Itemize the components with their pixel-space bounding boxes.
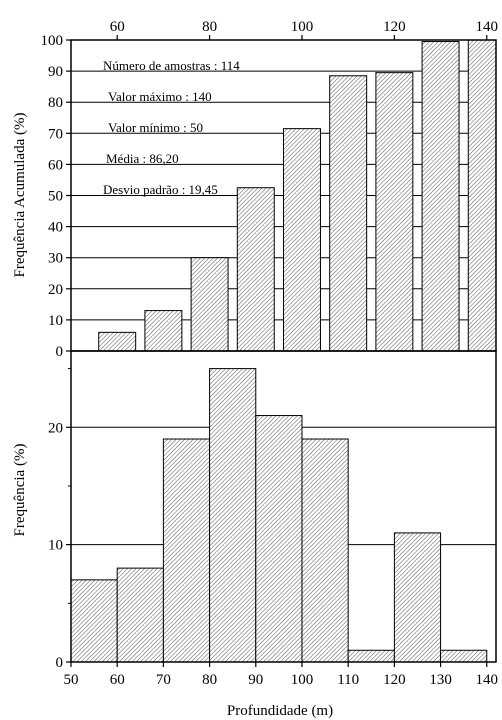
- bar: [467, 40, 496, 351]
- y-tick-label: 100: [41, 33, 64, 49]
- x-tick-label: 90: [248, 672, 263, 688]
- y-tick-label: 10: [48, 313, 63, 329]
- cumulative-frequency-panel: 0 10 20 30 40 50 60 70 80 90 100 60 80 100 120 140 Númer…: [41, 19, 499, 360]
- bar: [236, 187, 275, 351]
- x-tick-label: 120: [383, 19, 406, 35]
- x-tick-label: 100: [291, 19, 314, 35]
- stat-annotation: Número de amostras : 114: [103, 58, 240, 73]
- x-tick-label: 100: [291, 672, 314, 688]
- y-tick-label: 20: [48, 420, 63, 436]
- bar: [375, 72, 414, 351]
- y-tick-label: 0: [56, 655, 64, 671]
- y-tick-label: 80: [48, 95, 63, 111]
- x-tick-label: 80: [202, 19, 217, 35]
- x-tick-label: 130: [429, 672, 452, 688]
- bar: [162, 438, 211, 662]
- x-tick-label: 80: [202, 672, 217, 688]
- x-tick-label: 140: [476, 672, 499, 688]
- x-tick-label: 120: [383, 672, 406, 688]
- stat-annotation: Desvio padrão : 19,45: [103, 182, 218, 197]
- stat-annotation: Valor máximo : 140: [108, 89, 212, 104]
- x-axis-title: Profundidade (m): [227, 703, 333, 719]
- bars: [71, 368, 488, 662]
- x-tick-label: 50: [64, 672, 79, 688]
- y-tick-label: 0: [56, 344, 64, 360]
- bar: [71, 579, 118, 662]
- y-tick-label: 90: [48, 64, 63, 80]
- bar: [393, 532, 442, 662]
- bar: [421, 41, 460, 351]
- y-axis-title-frequency: Frequência (%): [12, 444, 28, 537]
- y-tick-label: 20: [48, 282, 63, 298]
- stat-annotation: Valor mínimo : 50: [108, 120, 203, 135]
- y-tick-label: 50: [48, 189, 63, 205]
- bar: [144, 310, 183, 351]
- frequency-panel: 0 10 20 50 60 70 80 90 100 110 120 130 140: [48, 350, 499, 688]
- bar: [347, 649, 395, 662]
- y-tick-label: 60: [48, 157, 63, 173]
- x-tick-label: 110: [337, 672, 359, 688]
- y-tick-label: 40: [48, 220, 63, 236]
- bar: [440, 649, 488, 662]
- y-tick-label: 70: [48, 126, 63, 142]
- bar: [98, 331, 137, 351]
- x-tick-label: 60: [110, 672, 125, 688]
- bar: [209, 368, 257, 662]
- y-axis-title-cumulative: Frequência Acumulada (%): [12, 113, 28, 278]
- y-tick-label: 30: [48, 251, 63, 267]
- bar: [255, 415, 303, 662]
- x-tick-label: 70: [156, 672, 171, 688]
- x-tick-label: 60: [110, 19, 125, 35]
- bars: [98, 40, 496, 351]
- bar: [283, 128, 321, 351]
- bar: [329, 75, 368, 351]
- stat-annotation: Média : 86,20: [106, 151, 179, 166]
- x-tick-label: 140: [476, 19, 499, 35]
- y-tick-label: 10: [48, 538, 63, 554]
- bar: [301, 438, 349, 662]
- plot-frame: [70, 350, 497, 663]
- bar: [190, 257, 229, 351]
- bar: [116, 567, 164, 662]
